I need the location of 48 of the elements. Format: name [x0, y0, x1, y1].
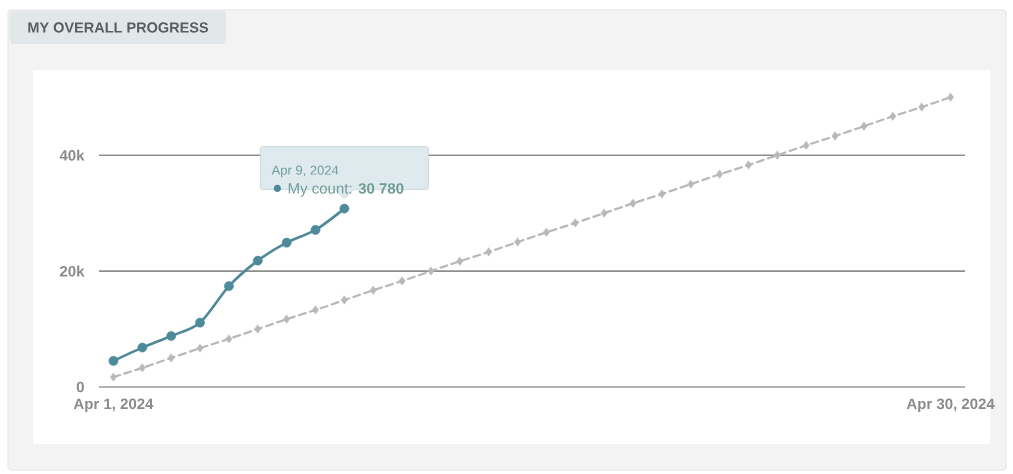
point — [745, 160, 752, 170]
point — [774, 150, 781, 160]
point — [283, 314, 290, 324]
point — [195, 317, 205, 328]
point — [224, 281, 234, 291]
point — [947, 92, 954, 102]
point — [485, 247, 493, 257]
point — [312, 305, 319, 315]
point — [658, 189, 666, 199]
point — [456, 256, 464, 266]
point — [600, 208, 608, 218]
point — [137, 342, 148, 353]
point — [108, 356, 119, 366]
point — [254, 324, 262, 334]
x-tick-label: Apr 30, 2024 — [906, 398, 995, 413]
point — [196, 343, 204, 353]
point — [138, 363, 146, 373]
y-tick-label: 0 — [76, 381, 84, 393]
point — [252, 255, 263, 266]
point — [571, 218, 579, 228]
x-tick-label: Apr 1, 2024 — [73, 398, 154, 413]
y-tick-label: 40k — [59, 149, 85, 161]
data-label: 30 780 — [358, 183, 404, 194]
point — [918, 102, 926, 112]
point — [716, 169, 723, 179]
point — [369, 285, 377, 295]
point — [889, 111, 897, 121]
point — [110, 372, 117, 382]
point — [802, 140, 810, 150]
point — [831, 131, 839, 141]
point — [514, 237, 521, 247]
point — [281, 237, 292, 248]
point — [398, 276, 406, 286]
annotation: Apr 9, 2024 — [271, 165, 339, 178]
chart-title: MY OVERALL PROGRESS — [28, 22, 209, 33]
y-tick-label: 20k — [59, 265, 85, 277]
point — [339, 203, 350, 214]
point — [543, 227, 550, 237]
point — [629, 198, 637, 208]
point — [860, 121, 868, 131]
legend-label: My count: — [288, 183, 352, 197]
point — [341, 295, 348, 305]
point — [166, 331, 176, 341]
point — [225, 334, 233, 344]
point — [687, 179, 695, 189]
point — [310, 225, 321, 235]
point — [427, 266, 435, 276]
point — [167, 353, 175, 363]
